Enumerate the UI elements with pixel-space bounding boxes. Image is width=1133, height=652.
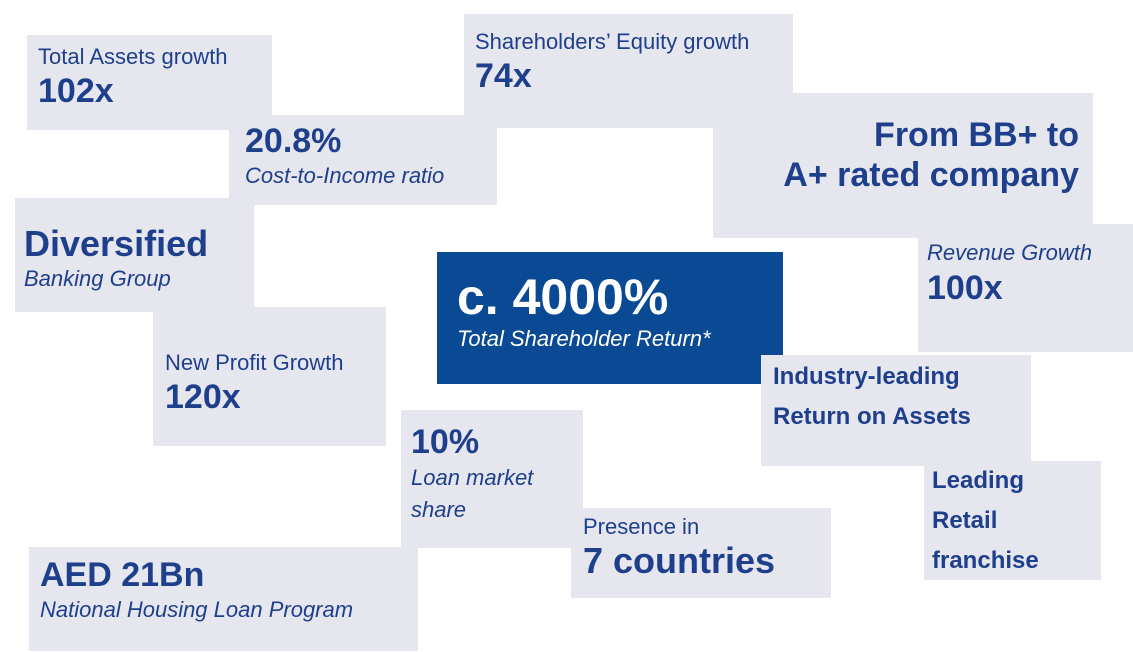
figure: Diversified (24, 223, 209, 264)
tile: Industry-leading Return on Assets (761, 355, 1031, 466)
figure: 120x (165, 378, 241, 416)
figure: Industry-leading (773, 363, 960, 390)
label: National Housing Loan Program (40, 597, 354, 622)
label: Total Assets growth (38, 44, 228, 69)
highlight-tile: c. 4000% Total Shareholder Return* (437, 252, 783, 384)
figure: 100x (927, 269, 1003, 307)
label: Shareholders’ Equity growth (475, 29, 750, 54)
figure: franchise (932, 547, 1039, 574)
figure: AED 21Bn (40, 556, 205, 594)
figure: Retail (932, 507, 998, 534)
tile: AED 21Bn National Housing Loan Program (29, 547, 418, 651)
tile: From BB+ to A+ rated company (713, 93, 1093, 238)
label: Banking Group (24, 266, 171, 291)
label: New Profit Growth (165, 350, 344, 375)
tile: New Profit Growth 120x (153, 307, 386, 446)
label: Cost-to-Income ratio (245, 163, 445, 188)
label: share (411, 497, 467, 522)
tile: Diversified Banking Group (15, 198, 254, 312)
label: Revenue Growth (927, 240, 1093, 265)
figure: 20.8% (245, 122, 342, 160)
figure: 102x (38, 72, 114, 110)
figure: c. 4000% (457, 269, 669, 325)
label: Total Shareholder Return* (457, 326, 711, 351)
label: Loan market (411, 465, 534, 490)
tile: Presence in 7 countries (571, 508, 831, 598)
tile: 20.8% Cost-to-Income ratio (229, 115, 497, 205)
figure: Return on Assets (773, 403, 971, 430)
figure: 7 countries (583, 540, 776, 581)
tile: Total Assets growth 102x (27, 35, 272, 130)
tile: Revenue Growth 100x (918, 224, 1133, 352)
tile: Leading Retail franchise (924, 461, 1101, 580)
figure: 10% (411, 423, 480, 461)
figure: Leading (932, 467, 1025, 494)
label: Presence in (583, 514, 700, 539)
figure: A+ rated company (783, 156, 1079, 194)
tile: 10% Loan market share (401, 410, 583, 548)
figure: From BB+ to (874, 116, 1079, 154)
figure: 74x (475, 57, 532, 95)
